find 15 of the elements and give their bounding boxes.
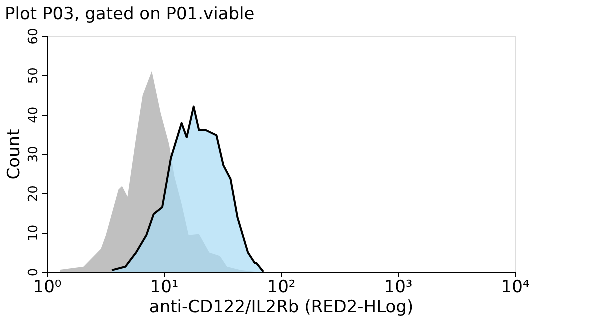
y-tick-label: 30: [26, 146, 42, 163]
chart-title: Plot P03, gated on P01.viable: [5, 4, 255, 25]
x-tick-label: 10⁰: [33, 278, 62, 298]
x-tick-label: 10³: [384, 278, 413, 298]
y-axis-title: Count: [4, 128, 24, 180]
y-tick-label: 50: [26, 68, 42, 84]
y-tick-label: 0: [26, 268, 42, 277]
x-tick-label: 10⁴: [501, 278, 530, 298]
y-tick-label: 60: [26, 28, 42, 45]
y-tick-label: 20: [26, 186, 42, 202]
x-tick-label: 10¹: [150, 278, 179, 298]
y-tick-label: 10: [26, 224, 42, 242]
y-tick-label: 40: [26, 106, 42, 124]
x-tick-label: 10²: [267, 278, 296, 298]
x-axis-title: anti-CD122/IL2Rb (RED2-HLog): [149, 298, 414, 318]
